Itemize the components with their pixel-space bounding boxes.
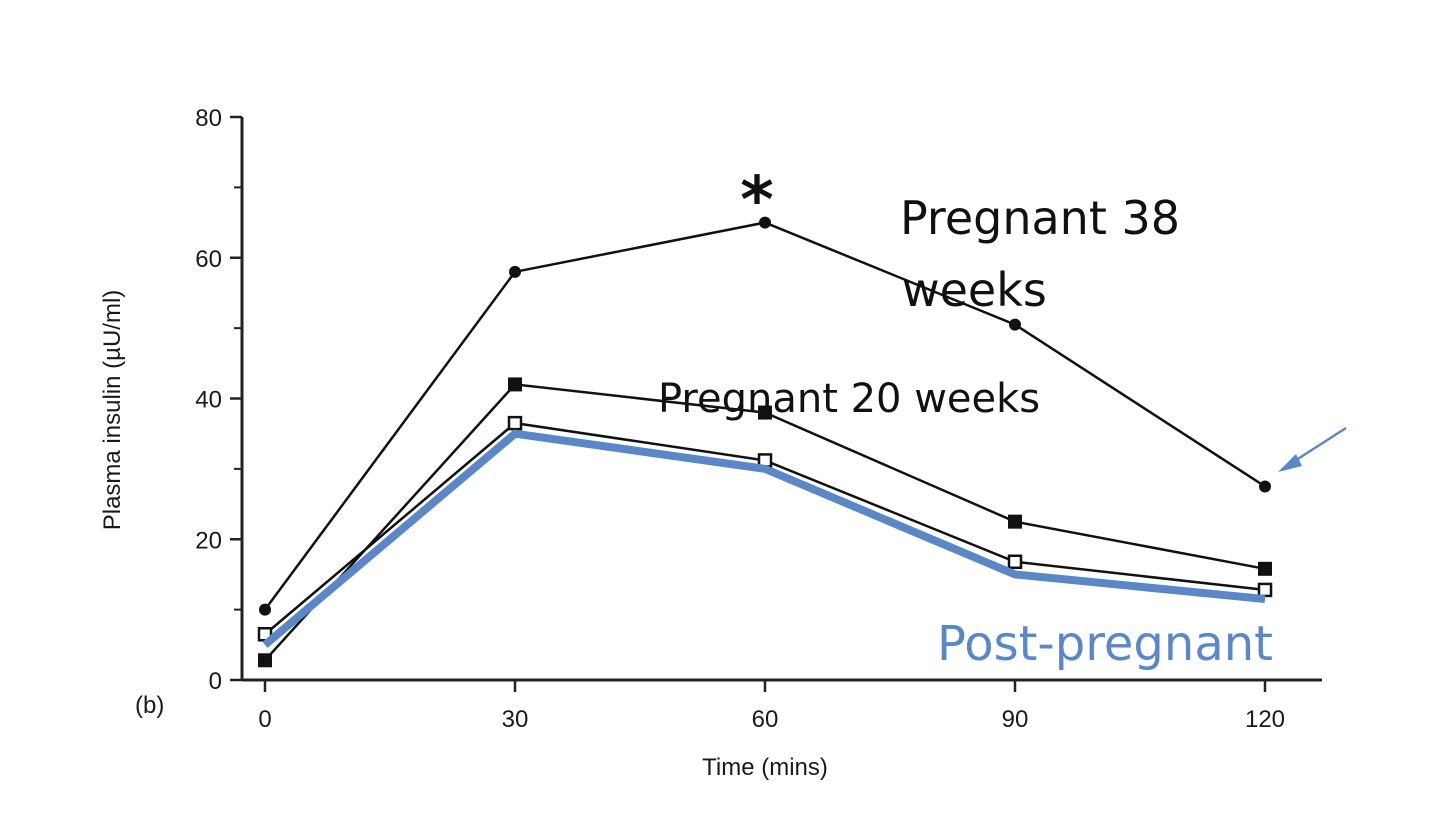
data-point: [509, 265, 521, 278]
data-point: [1258, 561, 1272, 576]
y-tick-label: 80: [195, 105, 222, 132]
y-tick-label: 60: [195, 246, 222, 273]
data-point: [258, 653, 272, 668]
data-point: [1259, 480, 1271, 493]
data-point: [1007, 554, 1023, 570]
x-axis-label: Time (mins): [702, 754, 828, 781]
series-3-post-pregnant: [262, 429, 1266, 648]
x-tick-label: 120: [1245, 706, 1285, 733]
x-tick-label: 60: [752, 706, 779, 733]
data-point: [1257, 582, 1273, 598]
data-point: [1008, 514, 1022, 529]
panel-label: (b): [135, 692, 164, 719]
data-point: [508, 377, 522, 392]
x-tick-label: 0: [258, 706, 271, 733]
series-0-pregnant-38-weeks: [259, 216, 1271, 616]
series-1-pregnant-20-weeks: [258, 377, 1272, 668]
label-post-pregnant: Post-pregnant: [937, 616, 1273, 672]
x-tick-label: 30: [502, 706, 529, 733]
data-point: [759, 216, 771, 229]
asterisk-annotation: *: [740, 164, 773, 238]
label-pregnant-38-line1: Pregnant 38: [900, 191, 1180, 245]
data-point: [259, 603, 271, 616]
y-tick-label: 0: [209, 668, 222, 695]
data-point: [1009, 318, 1021, 331]
series-line: [262, 429, 1266, 648]
y-tick-label: 40: [195, 387, 222, 414]
label-pregnant-20: Pregnant 20 weeks: [658, 376, 1040, 422]
x-tick-label: 90: [1002, 706, 1029, 733]
y-axis-label: Plasma insulin (µU/ml): [99, 290, 126, 531]
arrow-annotation: [1278, 426, 1347, 472]
data-point: [758, 405, 772, 420]
label-pregnant-38-line2: weeks: [902, 263, 1047, 317]
data-point: [507, 415, 523, 431]
y-tick-label: 20: [195, 527, 222, 554]
series-2-post-pregnant: [257, 415, 1273, 642]
